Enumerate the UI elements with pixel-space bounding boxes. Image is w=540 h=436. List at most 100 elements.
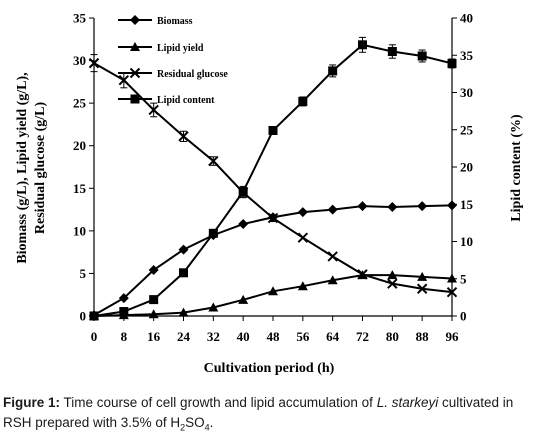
left-tick-label: 15: [73, 181, 87, 196]
caption-text-2: cultivated in RSH prepared with 3.5% of …: [3, 395, 514, 430]
biomass-point: [178, 244, 189, 255]
lipid-yield-point: [297, 281, 308, 291]
right-axis-title: Lipid content (%): [509, 114, 524, 222]
right-tick-label: 15: [460, 197, 474, 212]
series-lipid-content: [89, 36, 457, 321]
lipid-content-point: [119, 307, 129, 317]
plot-frame: [93, 18, 453, 317]
biomass-point: [148, 265, 159, 276]
series-lipid-yield: [89, 270, 457, 320]
x-tick-label: 40: [237, 329, 250, 344]
lipid-content-point: [417, 51, 427, 61]
legend-label: Biomass: [157, 16, 193, 27]
lipid-yield-point: [387, 270, 398, 280]
left-tick-label: 20: [73, 138, 86, 153]
x-axis-title: Cultivation period (h): [204, 361, 335, 376]
lipid-content-point: [208, 228, 218, 238]
legend-label: Lipid yield: [157, 43, 204, 54]
left-tick-label: 0: [80, 309, 87, 324]
biomass-point: [357, 201, 368, 212]
residual-glucose-line: [93, 62, 453, 294]
x-tick-label: 72: [356, 329, 369, 344]
lipid-yield-point: [208, 302, 219, 312]
lipid-yield-point: [417, 271, 428, 281]
residual-glucose-point: [267, 212, 279, 224]
legend-marker: [130, 15, 140, 25]
caption-end: .: [209, 415, 214, 430]
residual-glucose-point: [446, 286, 458, 298]
x-tick-label: 0: [91, 329, 98, 344]
x-tick-label: 32: [207, 329, 220, 344]
legend-item-lipid-content: Lipid content: [118, 94, 215, 106]
lipid-content-point: [149, 295, 159, 305]
residual-glucose-point: [297, 232, 309, 243]
legend-marker: [130, 42, 140, 51]
x-tick-label: 24: [177, 329, 191, 344]
biomass-point: [417, 201, 428, 212]
x-tick-label: 80: [386, 329, 399, 344]
lipid-content-point: [89, 311, 99, 321]
x-tick-label: 8: [121, 329, 128, 344]
line-chart: 0 5 10 15 20 25 30 35 0 5 10 15 20 25 30 35 40 0 8 16 24 32…: [15, 11, 524, 377]
right-axis-ticks: 0 5 10 15 20 25 30 35 40: [452, 11, 474, 324]
x-tick-label: 64: [326, 329, 340, 344]
lipid-content-point: [298, 96, 308, 106]
x-tick-label: 56: [296, 329, 310, 344]
left-tick-label: 5: [80, 266, 87, 281]
lipid-yield-point: [447, 273, 457, 283]
legend-item-lipid-yield: Lipid yield: [118, 42, 204, 54]
residual-glucose-point: [357, 269, 368, 280]
legend-marker: [129, 67, 141, 79]
caption-sub-4: 4: [204, 422, 210, 433]
series-layer: [88, 36, 458, 321]
lipid-yield-point: [268, 286, 278, 296]
right-tick-label: 0: [460, 309, 467, 324]
right-tick-label: 10: [460, 234, 473, 249]
x-tick-label: 48: [267, 329, 281, 344]
residual-glucose-point: [327, 251, 338, 262]
residual-glucose-point: [416, 283, 428, 294]
series-residual-glucose: [88, 54, 458, 298]
right-tick-label: 35: [460, 48, 474, 63]
legend-item-biomass: Biomass: [118, 15, 193, 27]
left-tick-label: 25: [73, 96, 87, 111]
left-axis-title-line2: Residual glucose (g/L): [33, 102, 48, 235]
legend-marker: [130, 94, 140, 104]
residual-glucose-point: [208, 155, 219, 167]
biomass-point: [118, 293, 129, 304]
right-tick-label: 20: [460, 160, 473, 175]
legend-item-residual-glucose: Residual glucose: [118, 67, 228, 80]
lipid-content-point: [179, 268, 188, 278]
legend-label: Residual glucose: [157, 69, 228, 80]
lipid-content-point: [387, 47, 397, 57]
lipid-yield-point: [178, 307, 189, 317]
caption-so: SO: [185, 415, 205, 430]
residual-glucose-point: [178, 131, 189, 142]
legend-label: Lipid content: [157, 95, 215, 106]
left-axis-ticks: 0 5 10 15 20 25 30 35: [73, 11, 94, 324]
x-axis-ticks: 0 8 16 24 32 40 48 56 64 72 80 88 96: [91, 316, 459, 344]
biomass-point: [297, 207, 308, 218]
figure-caption: Figure 1: Time course of cell growth and…: [3, 393, 537, 433]
lipid-content-point: [268, 125, 278, 135]
lipid-content-point: [358, 40, 367, 50]
residual-glucose-point: [387, 278, 398, 289]
biomass-point: [327, 204, 338, 215]
left-axis-title-line1: Biomass (g/L), Lipid yield (g/L),: [15, 72, 30, 263]
lipid-yield-point: [327, 275, 338, 285]
right-tick-label: 30: [460, 85, 473, 100]
x-tick-label: 96: [446, 329, 460, 344]
lipid-content-point: [238, 187, 248, 197]
lipid-content-point: [328, 66, 338, 76]
caption-sub-2: 2: [180, 422, 186, 433]
lipid-yield-point: [148, 309, 159, 319]
right-tick-label: 5: [460, 271, 467, 286]
biomass-point: [447, 200, 457, 211]
caption-label: Figure 1:: [3, 395, 61, 410]
residual-glucose-point: [118, 74, 130, 86]
lipid-content-point: [447, 58, 457, 68]
x-tick-label: 88: [416, 329, 430, 344]
right-tick-label: 25: [460, 122, 474, 137]
left-tick-label: 30: [73, 53, 86, 68]
left-tick-label: 10: [73, 223, 86, 238]
